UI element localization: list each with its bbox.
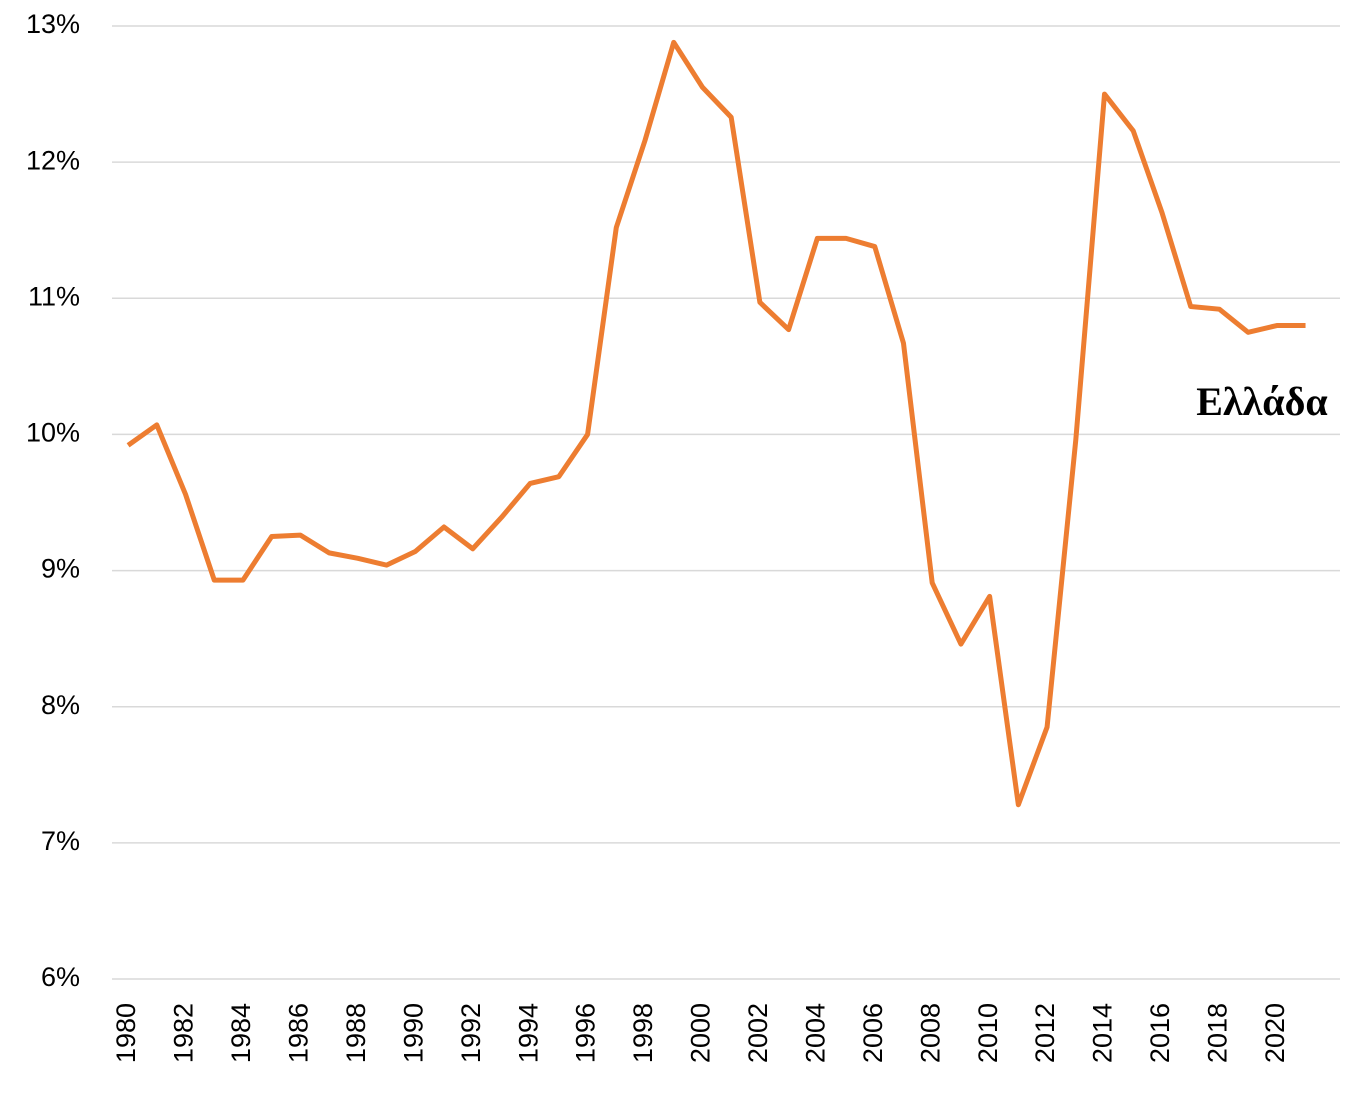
x-tick-label: 1998 xyxy=(628,1003,658,1063)
x-tick-label: 1984 xyxy=(226,1003,256,1063)
x-tick-label: 2020 xyxy=(1260,1003,1290,1063)
x-tick-label: 1988 xyxy=(341,1003,371,1063)
x-tick-label: 2010 xyxy=(973,1003,1003,1063)
y-tick-label: 7% xyxy=(41,826,80,856)
x-tick-label: 2006 xyxy=(858,1003,888,1063)
x-tick-label: 1980 xyxy=(111,1003,141,1063)
x-tick-label: 2012 xyxy=(1030,1003,1060,1063)
y-tick-label: 10% xyxy=(26,418,80,448)
y-tick-label: 13% xyxy=(26,9,80,39)
x-tick-label: 2002 xyxy=(743,1003,773,1063)
x-tick-label: 2004 xyxy=(800,1003,830,1063)
x-tick-label: 1992 xyxy=(456,1003,486,1063)
x-tick-label: 2016 xyxy=(1145,1003,1175,1063)
line xyxy=(126,39,1306,808)
y-tick-label: 12% xyxy=(26,145,80,175)
y-tick-label: 11% xyxy=(28,281,80,311)
y-tick-label: 8% xyxy=(41,690,80,720)
x-tick-label: 1994 xyxy=(513,1003,543,1063)
x-tick-label: 2018 xyxy=(1203,1003,1233,1063)
x-tick-label: 2008 xyxy=(915,1003,945,1063)
y-tick-label: 6% xyxy=(41,962,80,992)
x-tick-label: 1986 xyxy=(284,1003,314,1063)
x-tick-label: 2014 xyxy=(1088,1003,1118,1063)
x-tick-label: 2000 xyxy=(686,1003,716,1063)
x-tick-label: 1982 xyxy=(169,1003,199,1063)
y-tick-label: 9% xyxy=(41,554,80,584)
x-tick-label: 1996 xyxy=(571,1003,601,1063)
x-tick-label: 1990 xyxy=(398,1003,428,1063)
series-label: Ελλάδα xyxy=(1196,379,1327,424)
